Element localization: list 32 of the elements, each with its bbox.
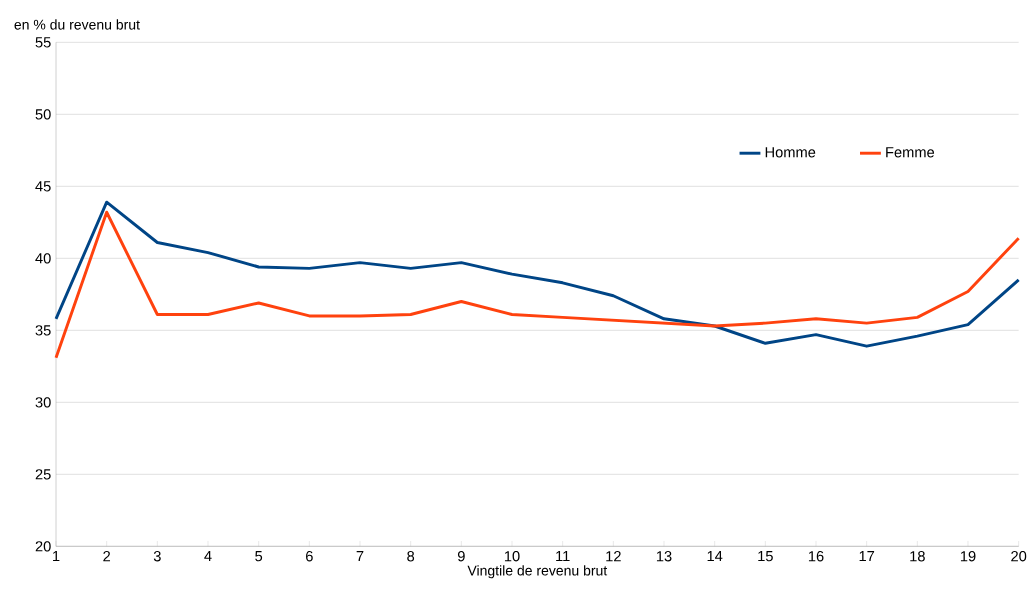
x-tick-label: 1 <box>53 551 60 562</box>
y-tick-label: 25 <box>35 469 51 480</box>
x-tick-label: 13 <box>656 551 672 562</box>
x-tick-label: 15 <box>758 551 773 562</box>
x-tick-label: 11 <box>556 551 570 562</box>
y-tick-label: 20 <box>35 541 51 552</box>
x-tick-label: 9 <box>457 551 465 562</box>
x-axis-title: Vingtile de revenu brut <box>467 565 608 579</box>
x-tick-label: 17 <box>859 551 875 562</box>
legend-label: Homme <box>765 147 816 158</box>
y-tick-label: 35 <box>35 325 51 336</box>
x-tick-label: 16 <box>808 551 824 562</box>
x-tick-label: 12 <box>606 551 621 562</box>
y-tick-label: 40 <box>35 253 51 264</box>
x-tick-label: 7 <box>356 551 364 562</box>
y-axis-title: en % du revenu brut <box>14 19 140 30</box>
x-tick-label: 20 <box>1011 551 1027 562</box>
y-tick-label: 45 <box>35 181 51 192</box>
legend-label: Femme <box>886 147 935 158</box>
x-tick-label: 2 <box>103 551 111 562</box>
x-tick-label: 3 <box>153 551 161 562</box>
y-tick-label: 55 <box>35 37 51 48</box>
x-tick-label: 6 <box>306 551 313 562</box>
x-tick-label: 18 <box>910 551 925 562</box>
y-tick-label: 30 <box>35 397 51 408</box>
y-tick-label: 50 <box>35 109 51 120</box>
x-tick-label: 14 <box>707 551 723 562</box>
x-tick-label: 8 <box>407 551 415 562</box>
x-tick-label: 5 <box>255 551 263 562</box>
x-tick-label: 10 <box>504 551 520 562</box>
x-tick-label: 19 <box>960 551 976 562</box>
x-tick-label: 4 <box>204 551 212 562</box>
